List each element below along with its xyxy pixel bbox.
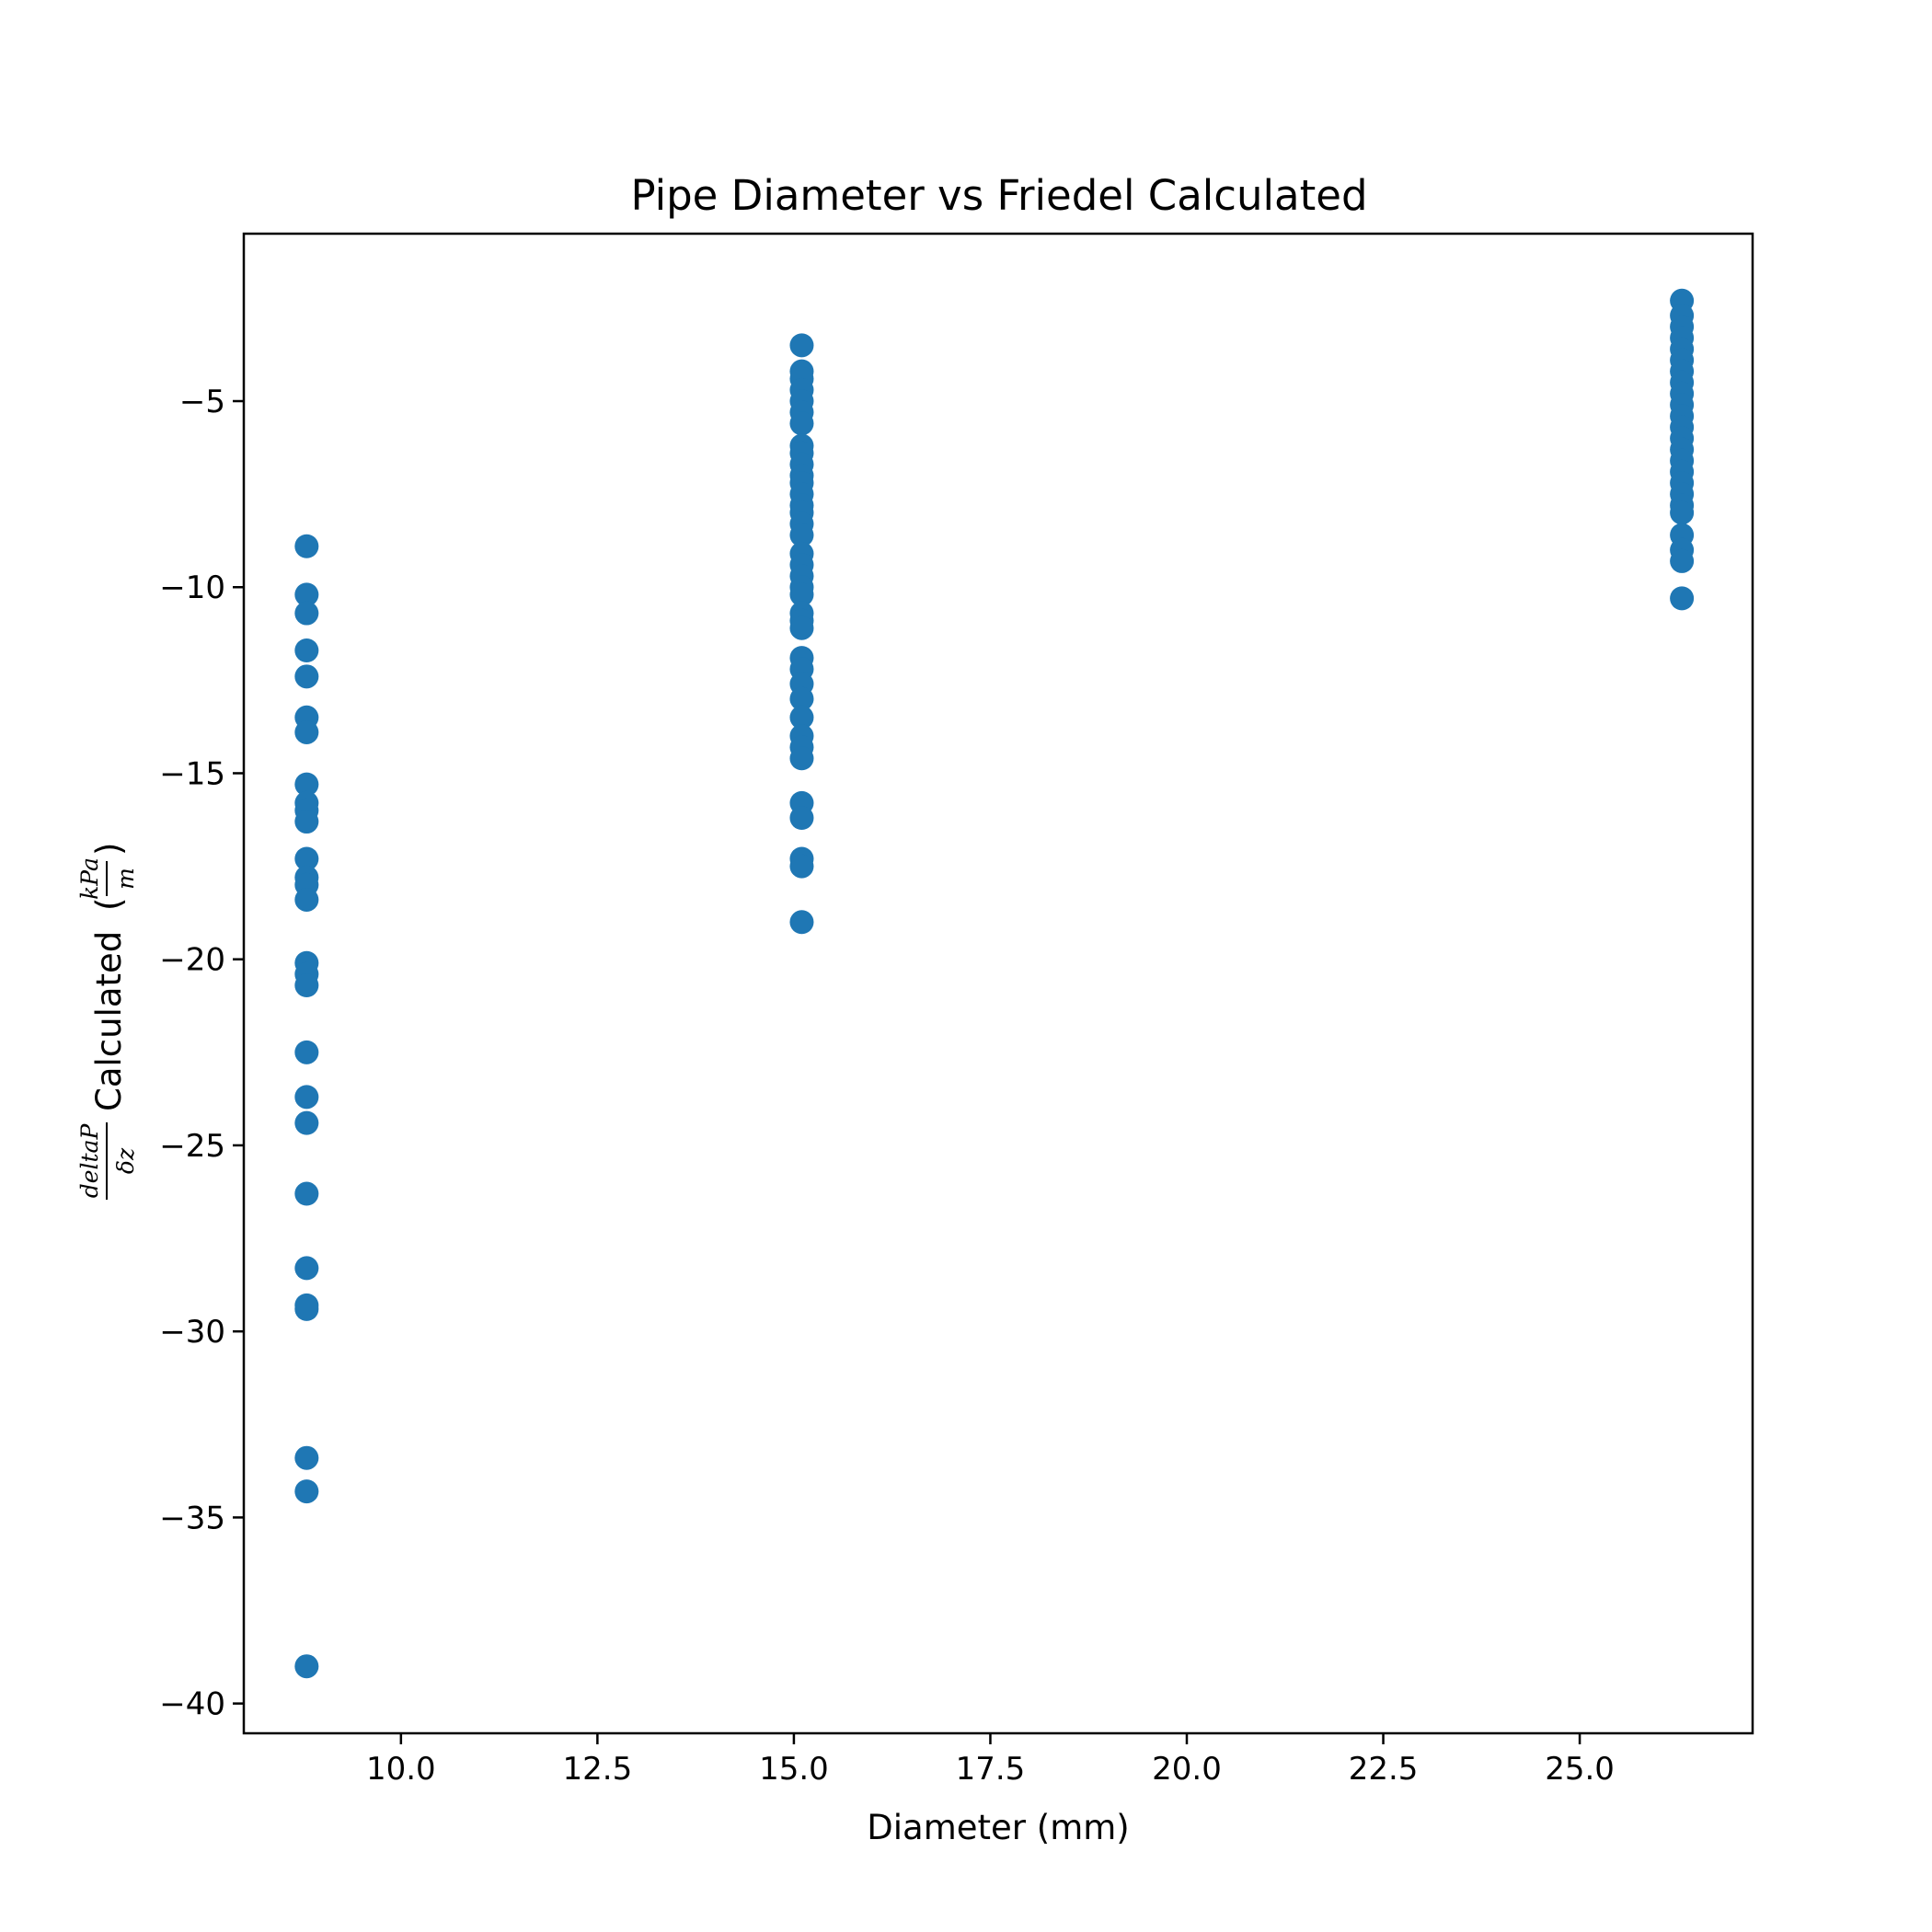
plot-frame — [242, 232, 1754, 1735]
y-tick-label: −40 — [159, 1686, 225, 1723]
y-axis-label: deltaP δz Calculated ( kPa m ) — [76, 843, 139, 1200]
data-point — [1670, 548, 1695, 573]
data-point — [294, 810, 319, 834]
y-label-close-paren: ) — [89, 843, 129, 856]
data-point — [294, 601, 319, 626]
data-point — [789, 910, 814, 935]
data-point — [789, 806, 814, 831]
data-point — [1670, 586, 1695, 611]
data-point — [294, 846, 319, 871]
data-point — [294, 973, 319, 998]
data-point — [789, 705, 814, 730]
y-tick-label: −30 — [159, 1314, 225, 1351]
y-label-open-paren: ( — [89, 898, 129, 911]
data-point — [294, 1040, 319, 1064]
data-point — [294, 1479, 319, 1504]
data-point — [294, 1085, 319, 1110]
y-tick-label: −20 — [159, 942, 225, 979]
x-axis-ticks: 10.0 12.5 15.0 17.5 20.0 22.5 25.0 — [366, 1733, 1615, 1788]
data-point — [789, 746, 814, 771]
data-point — [294, 1445, 319, 1470]
data-point — [789, 523, 814, 547]
data-point — [294, 664, 319, 689]
data-point — [789, 686, 814, 711]
data-point — [789, 854, 814, 879]
data-point — [294, 534, 319, 558]
data-point — [294, 1654, 319, 1679]
data-point — [1670, 500, 1695, 525]
y-tick-label: −35 — [159, 1500, 225, 1536]
data-point — [789, 411, 814, 436]
x-tick-label: 10.0 — [366, 1751, 436, 1788]
x-tick-label: 17.5 — [956, 1751, 1026, 1788]
data-point — [294, 638, 319, 663]
data-point — [294, 887, 319, 912]
y-tick-label: −15 — [159, 755, 225, 792]
y-tick-label: −25 — [159, 1128, 225, 1165]
data-point — [294, 1256, 319, 1281]
x-tick-label: 22.5 — [1349, 1751, 1419, 1788]
y-tick-label: −5 — [179, 384, 225, 420]
y-label-unit-numerator: kPa — [76, 857, 103, 900]
data-point — [294, 772, 319, 797]
y-label-fraction-numerator: deltaP — [76, 1123, 103, 1199]
x-axis-label: Diameter (mm) — [867, 1808, 1129, 1847]
data-point — [294, 582, 319, 607]
data-point — [294, 1296, 319, 1321]
y-label-text: Calculated — [89, 931, 129, 1111]
data-point — [294, 1181, 319, 1206]
scatter-points — [294, 288, 1695, 1679]
y-axis-ticks: −5 −10 −15 −20 −25 −30 −35 −40 — [159, 384, 244, 1723]
x-tick-label: 15.0 — [759, 1751, 829, 1788]
y-label-fraction-denominator: δz — [112, 1147, 139, 1174]
x-tick-label: 20.0 — [1152, 1751, 1222, 1788]
data-point — [789, 582, 814, 607]
data-point — [789, 615, 814, 640]
y-label-unit-denominator: m — [112, 868, 139, 890]
data-point — [294, 719, 319, 744]
x-tick-label: 25.0 — [1545, 1751, 1615, 1788]
y-tick-label: −10 — [159, 569, 225, 606]
data-point — [294, 1110, 319, 1135]
chart-title: Pipe Diameter vs Friedel Calculated — [630, 171, 1367, 220]
x-tick-label: 12.5 — [563, 1751, 633, 1788]
data-point — [789, 333, 814, 358]
